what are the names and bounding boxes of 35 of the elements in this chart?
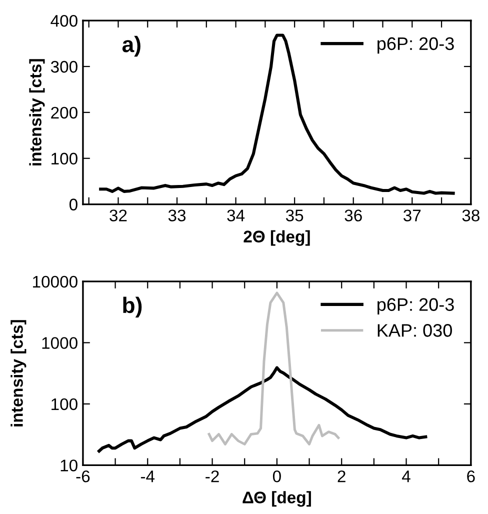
y-tick-label: 10000 [33, 276, 78, 288]
y-tick-label: 100 [52, 398, 78, 410]
x-axis-title: 2Θ [deg] [244, 230, 310, 246]
y-axis-title: intensity [cts] [29, 59, 45, 166]
x-tick-label: 6 [467, 470, 475, 482]
x-tick-label: 38 [462, 210, 480, 222]
x-tick-label: 0 [272, 470, 281, 482]
y-tick-label: 400 [50, 14, 78, 27]
y-tick-label: 200 [51, 106, 78, 119]
x-tick-label: -4 [140, 470, 155, 482]
legend-label: p6P: 20-3 [378, 37, 454, 54]
x-tick-label: -6 [76, 470, 90, 482]
legend-label: p6P: 20-3 [378, 298, 454, 315]
x-tick-label: 35 [286, 210, 304, 222]
line-series [98, 366, 428, 453]
x-tick-label: 34 [227, 210, 245, 222]
annotation: a) [122, 36, 140, 57]
y-tick-label: 10 [60, 460, 78, 472]
y-tick-label: 300 [50, 60, 78, 73]
x-axis-title: ΔΘ [deg] [242, 491, 311, 507]
legend-label: KAP: 030 [378, 324, 452, 337]
x-tick-label: 36 [344, 210, 362, 222]
y-axis-title: intensity [cts] [10, 320, 26, 426]
annotation: b) [123, 296, 142, 318]
x-tick-label: 37 [404, 210, 421, 222]
y-tick-label: 1000 [42, 337, 78, 349]
x-tick-label: 33 [168, 210, 186, 222]
x-tick-label: 32 [110, 210, 127, 222]
y-tick-label: 0 [69, 198, 78, 210]
x-tick-label: -2 [206, 470, 219, 482]
y-tick-label: 100 [52, 152, 78, 165]
line-series [208, 292, 340, 446]
line-series [99, 34, 455, 195]
x-tick-label: 4 [402, 470, 410, 482]
x-tick-label: 2 [338, 470, 346, 482]
